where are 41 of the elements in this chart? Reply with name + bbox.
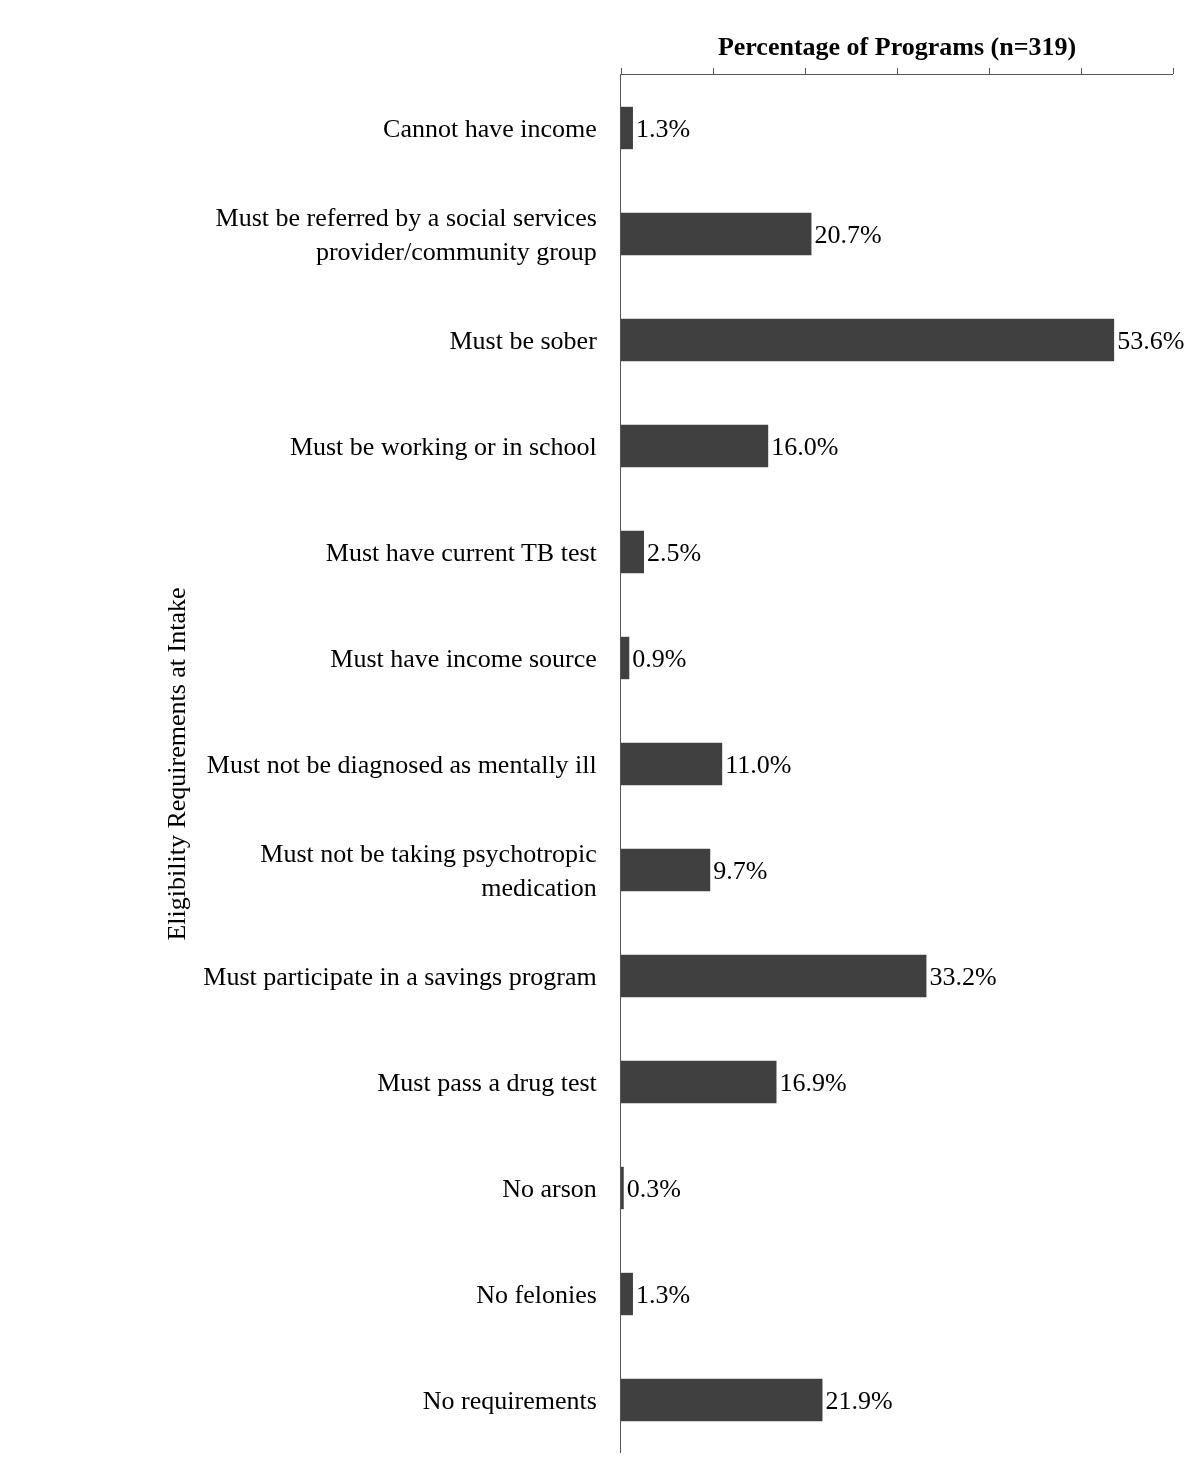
data-label: 16.9% (779, 1067, 847, 1097)
bar (621, 318, 1115, 362)
x-axis-title: Percentage of Programs (n=319) (717, 32, 1077, 62)
bar (621, 106, 633, 150)
data-label: 20.7% (814, 219, 882, 249)
data-label: 0.9% (632, 643, 687, 673)
y-tick-label: Must participate in a savings program (203, 962, 597, 992)
bar (621, 1166, 624, 1210)
data-label: 33.2% (929, 961, 997, 991)
bar (621, 1378, 823, 1422)
bar (621, 1060, 777, 1104)
data-label: 53.6% (1117, 325, 1185, 355)
y-tick-label: No requirements (422, 1386, 597, 1416)
y-tick-label: Must not be taking psychotropic medication (260, 839, 597, 902)
bar (621, 742, 723, 786)
data-label: 0.3% (626, 1173, 681, 1203)
y-tick-label: Must have income source (330, 644, 597, 674)
data-label: 1.3% (635, 113, 691, 143)
data-label: 16.0% (771, 431, 839, 461)
y-tick-label: Cannot have income (383, 114, 597, 144)
y-tick-label: Must be sober (449, 326, 598, 356)
y-tick-label: No felonies (476, 1280, 597, 1310)
y-tick-label: Must pass a drug test (377, 1068, 598, 1098)
data-label: 2.5% (647, 537, 702, 567)
bar (621, 636, 630, 680)
y-tick-label: Must be referred by a social services provider/community group (215, 203, 597, 266)
bar (621, 212, 812, 256)
bar (621, 530, 644, 574)
data-label: 11.0% (725, 749, 792, 779)
y-tick-label: Must be working or in school (289, 432, 597, 462)
bar (621, 424, 769, 468)
data-label: 21.9% (825, 1385, 893, 1415)
y-tick-label: No arson (502, 1174, 597, 1204)
bar (621, 1272, 633, 1316)
y-axis-title: Eligibility Requirements at Intake (161, 587, 191, 941)
data-label: 1.3% (635, 1279, 691, 1309)
bar (621, 954, 927, 998)
y-tick-label: Must not be diagnosed as mentally ill (206, 750, 597, 780)
bar (621, 848, 711, 892)
y-tick-label: Must have current TB test (325, 538, 598, 568)
data-label: 9.7% (713, 855, 768, 885)
